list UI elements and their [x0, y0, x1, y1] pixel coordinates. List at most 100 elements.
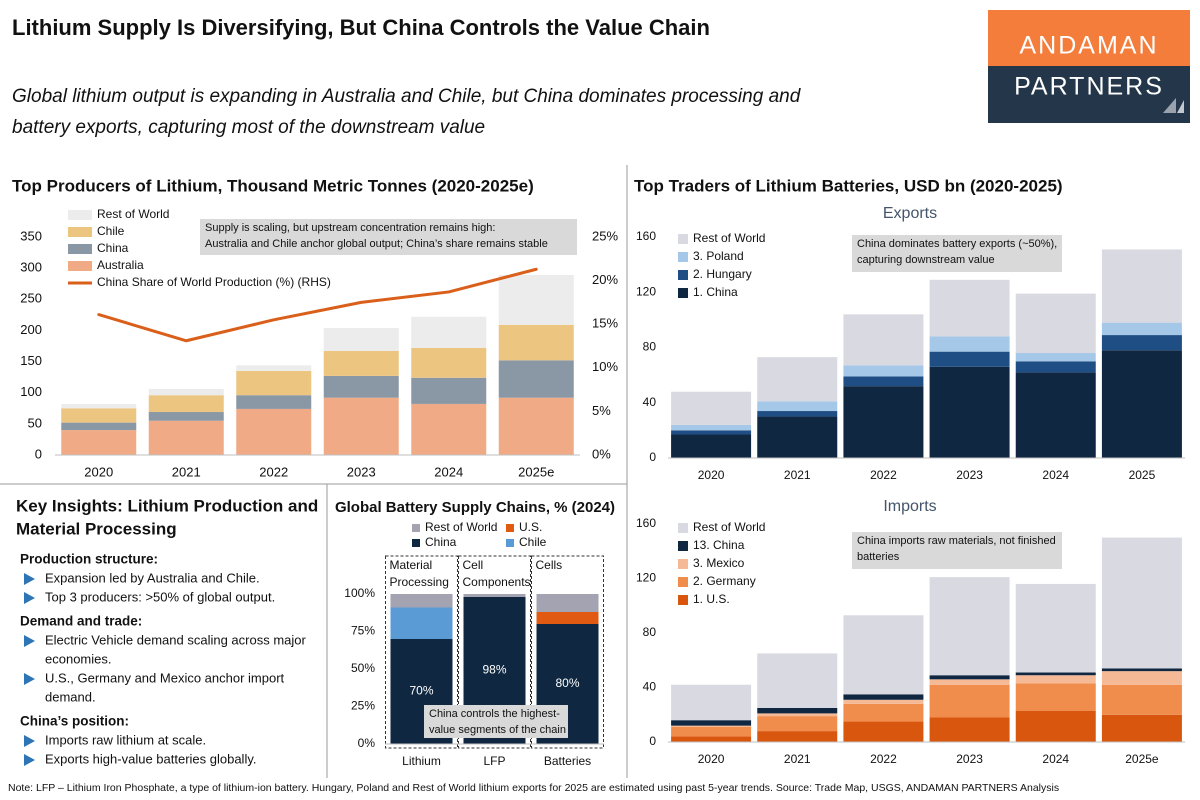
y2-tick-label: 25%	[592, 228, 618, 243]
bar-segment	[148, 420, 224, 455]
bar-segment	[148, 388, 224, 396]
bar-segment	[323, 327, 399, 351]
bar-segment	[757, 357, 838, 402]
bar-segment	[61, 403, 137, 409]
x-tick-label: Lithium	[402, 754, 441, 768]
legend-swatch	[678, 270, 688, 280]
x-tick-label: 2021	[784, 752, 811, 766]
bar-segment	[1101, 668, 1182, 672]
insight-bullet: Top 3 producers: >50% of global output.	[45, 589, 275, 604]
x-tick-label: 2022	[259, 464, 288, 479]
logo-mark	[1177, 100, 1184, 113]
insight-bullet: Expansion led by Australia and Chile.	[45, 570, 260, 585]
annotation: value segments of the chain	[429, 724, 566, 736]
bar-segment	[757, 713, 838, 717]
bar-segment	[929, 684, 1010, 718]
bar-segment	[671, 424, 752, 431]
y-tick-label: 150	[20, 353, 42, 368]
y2-tick-label: 5%	[592, 403, 611, 418]
insights-title: Key Insights: Lithium Production and	[16, 496, 318, 515]
page-subtitle: battery exports, capturing most of the d…	[12, 117, 485, 138]
bar-segment	[843, 699, 924, 704]
bar-segment	[929, 279, 1010, 337]
bar-segment	[1015, 583, 1096, 673]
legend-label: 2. Germany	[693, 574, 756, 588]
bar-segment	[671, 684, 752, 721]
x-tick-label: 2020	[698, 752, 725, 766]
insight-bullet: Imports raw lithium at scale.	[45, 732, 206, 747]
bar-segment	[498, 274, 574, 325]
bar-segment	[236, 370, 312, 396]
y-tick-label: 250	[20, 291, 42, 306]
x-tick-label: 2020	[84, 464, 113, 479]
group-label: Processing	[390, 575, 449, 589]
logo-text: ANDAMAN	[1019, 32, 1158, 60]
bar-segment	[671, 727, 752, 737]
bar-segment	[323, 375, 399, 398]
bar-segment	[671, 725, 752, 728]
bar-segment	[1101, 335, 1182, 351]
legend-swatch	[68, 244, 92, 254]
bar-segment	[498, 324, 574, 361]
annotation-box	[852, 235, 1062, 272]
annotation-box	[200, 219, 577, 255]
y-tick-label: 160	[636, 229, 656, 243]
bar-segment	[1101, 249, 1182, 323]
bar-segment	[1015, 710, 1096, 742]
bar-segment	[323, 350, 399, 376]
bullet-marker	[24, 592, 35, 604]
bar-segment	[1101, 684, 1182, 715]
bar-segment	[498, 397, 574, 455]
legend-label: U.S.	[519, 520, 542, 534]
legend-label: China	[97, 241, 129, 255]
legend-swatch	[68, 261, 92, 271]
page-subtitle: Global lithium output is expanding in Au…	[12, 86, 802, 107]
bar-segment	[843, 694, 924, 700]
insight-bullet: demand.	[45, 689, 96, 704]
annotation: batteries	[857, 551, 900, 563]
annotation: Supply is scaling, but upstream concentr…	[205, 222, 495, 234]
legend-label: Chile	[519, 535, 547, 549]
section-title: Top Traders of Lithium Batteries, USD bn…	[634, 176, 1063, 195]
bar-segment	[390, 607, 453, 639]
insight-heading: Production structure:	[20, 552, 158, 567]
legend-label: 1. U.S.	[693, 592, 730, 606]
y-tick-label: 25%	[351, 699, 375, 713]
group-label: Components	[463, 575, 531, 589]
bar-segment	[929, 679, 1010, 685]
legend-label: Australia	[97, 258, 144, 272]
x-tick-label: 2025	[1129, 468, 1156, 482]
legend-swatch	[506, 524, 514, 532]
insight-heading: Demand and trade:	[20, 614, 142, 629]
legend-swatch	[412, 539, 420, 547]
x-tick-label: LFP	[483, 754, 505, 768]
legend-swatch	[68, 210, 92, 220]
y-tick-label: 0	[649, 734, 656, 748]
bar-segment	[929, 336, 1010, 352]
value-label: 98%	[482, 663, 506, 677]
x-tick-label: Batteries	[544, 754, 591, 768]
x-tick-label: 2023	[347, 464, 376, 479]
bar-segment	[843, 386, 924, 458]
insight-bullet: U.S., Germany and Mexico anchor import	[45, 670, 285, 685]
y-tick-label: 50%	[351, 661, 375, 675]
legend-label: Rest of World	[693, 231, 765, 245]
footnote: Note: LFP – Lithium Iron Phosphate, a ty…	[8, 782, 1059, 794]
bar-segment	[148, 395, 224, 413]
legend-swatch	[68, 227, 92, 237]
y-tick-label: 160	[636, 516, 656, 530]
insight-bullet: Electric Vehicle demand scaling across m…	[45, 632, 307, 647]
bar-segment	[1101, 714, 1182, 742]
group-box	[458, 555, 531, 749]
x-tick-label: 2023	[956, 468, 983, 482]
bullet-marker	[24, 635, 35, 647]
bar-segment	[1101, 671, 1182, 685]
bar-segment	[843, 365, 924, 377]
bar-segment	[498, 360, 574, 398]
legend-swatch	[678, 541, 688, 551]
bar-segment	[236, 408, 312, 455]
bar-segment	[671, 736, 752, 742]
bar-segment	[757, 653, 838, 708]
bar-segment	[929, 366, 1010, 458]
